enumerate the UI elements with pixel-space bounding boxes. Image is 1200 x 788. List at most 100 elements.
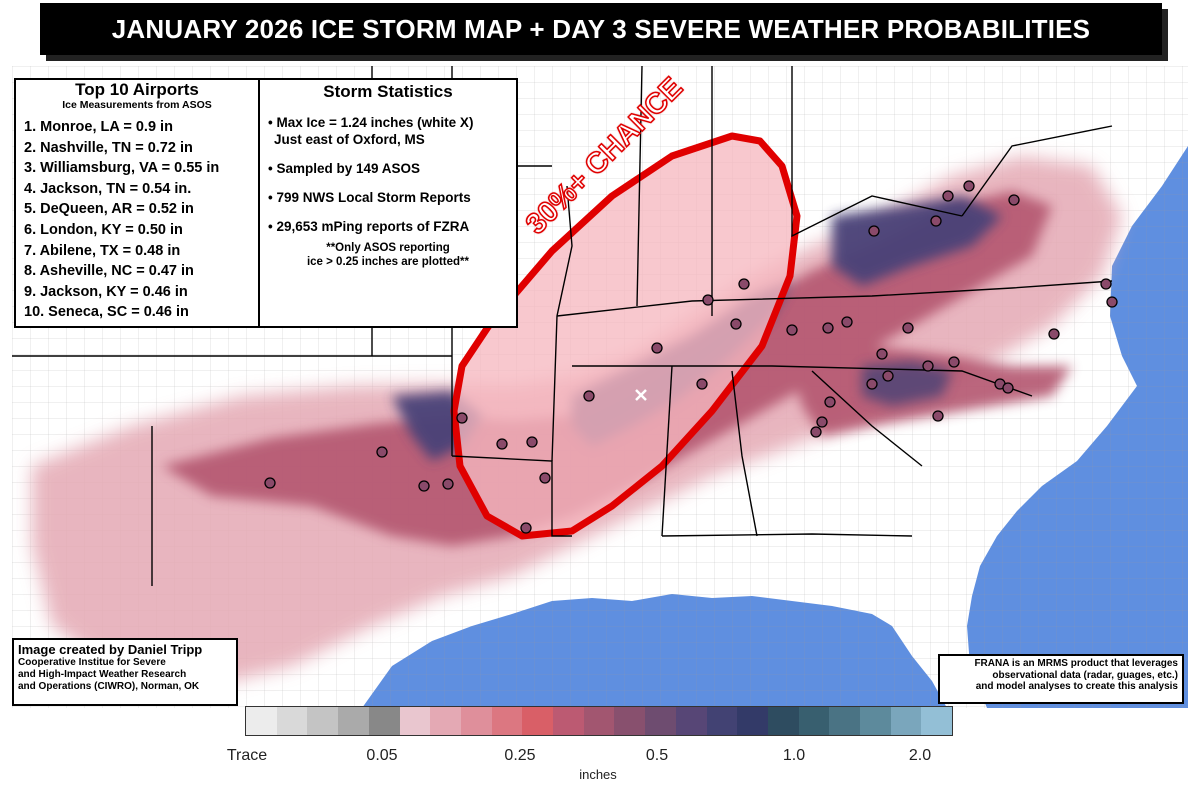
- asos-site: [841, 316, 853, 328]
- title-banner: JANUARY 2026 ICE STORM MAP + DAY 3 SEVER…: [40, 3, 1162, 55]
- stat-item: • Sampled by 149 ASOS: [268, 161, 421, 176]
- airports-list: 1. Monroe, LA = 0.9 in 2. Nashville, TN …: [24, 117, 258, 323]
- stats-note-line-2: ice > 0.25 inches are plotted**: [306, 256, 470, 268]
- asos-site: [922, 360, 934, 372]
- list-item: 1. Monroe, LA = 0.9 in: [24, 119, 173, 135]
- colorbar-segment: [553, 707, 584, 735]
- banner-title: JANUARY 2026 ICE STORM MAP + DAY 3 SEVER…: [111, 14, 1091, 44]
- colorbar-segment: [460, 707, 492, 735]
- list-item: 6. London, KY = 0.50 in: [24, 221, 183, 238]
- asos-site: [264, 477, 276, 489]
- state-borders: [12, 66, 1113, 586]
- stat-item: Just east of Oxford, MS: [274, 132, 425, 147]
- frana-line: FRANA is an MRMS product that leverages: [974, 658, 1178, 669]
- list-item: 7. Abilene, TX = 0.48 in: [24, 242, 181, 259]
- list-item: 4. Jackson, TN = 0.54 in.: [24, 180, 192, 197]
- colorbar-segment: [645, 707, 676, 735]
- credit-line: and Operations (CIWRO), Norman, OK: [18, 681, 200, 692]
- colorbar-segment: [890, 707, 922, 735]
- asos-site: [442, 478, 454, 490]
- asos-site: [786, 324, 798, 336]
- color-scale-bar: [245, 706, 953, 736]
- asos-sites: [264, 180, 1118, 534]
- airports-title: Top 10 Airports: [75, 80, 199, 99]
- asos-site: [539, 472, 551, 484]
- stat-item: • Max Ice = 1.24 inches (white X): [268, 115, 474, 130]
- severe-probability-area: [450, 132, 801, 540]
- stats-title: Storm Statistics: [323, 82, 453, 101]
- colorbar-segment: [706, 707, 738, 735]
- asos-site: [866, 378, 878, 390]
- asos-site: [696, 378, 708, 390]
- asos-site: [651, 342, 663, 354]
- asos-site: [1106, 296, 1118, 308]
- asos-site: [1100, 278, 1112, 290]
- frana-line: observational data (radar, guages, etc.): [992, 669, 1178, 681]
- airports-panel: Top 10 Airports Ice Measurements from AS…: [14, 78, 260, 328]
- colorbar-tick-label: 0.5: [645, 747, 669, 764]
- colorbar-segment: [860, 707, 891, 735]
- colorbar-segment: [338, 707, 369, 735]
- frana-line: and model analyses to create this analys…: [975, 681, 1178, 692]
- list-item: 3. Williamsburg, VA = 0.55 in: [24, 160, 220, 177]
- colorbar-segment: [614, 707, 646, 735]
- asos-site: [930, 215, 942, 227]
- colorbar-segment: [767, 707, 799, 735]
- asos-site: [520, 522, 532, 534]
- asos-site: [418, 480, 430, 492]
- asos-site: [1048, 328, 1060, 340]
- colorbar-segment: [430, 707, 461, 735]
- colorbar-segment: [737, 707, 768, 735]
- asos-site: [730, 318, 742, 330]
- max-ice-x-marker: [635, 389, 647, 401]
- asos-site: [932, 410, 944, 422]
- stat-item: • 799 NWS Local Storm Reports: [268, 190, 471, 205]
- asos-site: [882, 370, 894, 382]
- asos-site: [583, 390, 595, 402]
- colorbar-segment: [276, 707, 308, 735]
- frana-panel: FRANA is an MRMS product that leverages …: [938, 654, 1184, 704]
- asos-site: [963, 180, 975, 192]
- colorbar-segment: [307, 707, 339, 735]
- colorbar-segment: [675, 707, 707, 735]
- colorbar-segment: [491, 707, 523, 735]
- asos-site: [876, 348, 888, 360]
- colorbar-tick-label: 1.0: [782, 747, 806, 764]
- asos-site: [868, 225, 880, 237]
- colorbar-segment: [368, 707, 400, 735]
- colorbar-segment: [798, 707, 830, 735]
- colorbar-segment: [921, 707, 953, 735]
- list-item: 5. DeQueen, AR = 0.52 in: [24, 201, 194, 218]
- asos-site: [702, 294, 714, 306]
- credit-line: Cooperative Institue for Severe: [18, 657, 166, 668]
- asos-site: [822, 322, 834, 334]
- asos-site: [376, 446, 388, 458]
- colorbar-segment: [246, 707, 277, 735]
- asos-site: [942, 190, 954, 202]
- asos-site: [496, 438, 508, 450]
- colorbar-segment: [829, 707, 861, 735]
- asos-site: [1008, 194, 1020, 206]
- list-item: 10. Seneca, SC = 0.46 in: [24, 304, 189, 321]
- colorbar-tick-label: Trace: [226, 747, 268, 764]
- colorbar-units: inches: [579, 767, 617, 782]
- asos-site: [816, 416, 828, 428]
- asos-site: [810, 426, 822, 438]
- asos-site: [456, 412, 468, 424]
- credit-panel: Image created by Daniel Tripp Cooperativ…: [12, 638, 238, 706]
- credit-line: and High-Impact Weather Research: [18, 669, 187, 680]
- storm-statistics-panel: Storm Statistics • Max Ice = 1.24 inches…: [258, 78, 518, 328]
- asos-site: [1002, 382, 1014, 394]
- colorbar-tick-label: 2.0: [908, 747, 932, 764]
- stat-item: • 29,653 mPing reports of FZRA: [268, 219, 470, 234]
- stats-note-line-1: **Only ASOS reporting: [326, 242, 450, 254]
- colorbar-tick-label: 0.05: [366, 747, 398, 764]
- list-item: 2. Nashville, TN = 0.72 in: [24, 139, 193, 156]
- asos-site: [824, 396, 836, 408]
- asos-site: [902, 322, 914, 334]
- colorbar-segment: [583, 707, 615, 735]
- colorbar-tick-label: 0.25: [504, 747, 536, 764]
- map-canvas: [12, 66, 1188, 708]
- airports-subtitle: Ice Measurements from ASOS: [62, 99, 212, 111]
- colorbar-segment: [522, 707, 554, 735]
